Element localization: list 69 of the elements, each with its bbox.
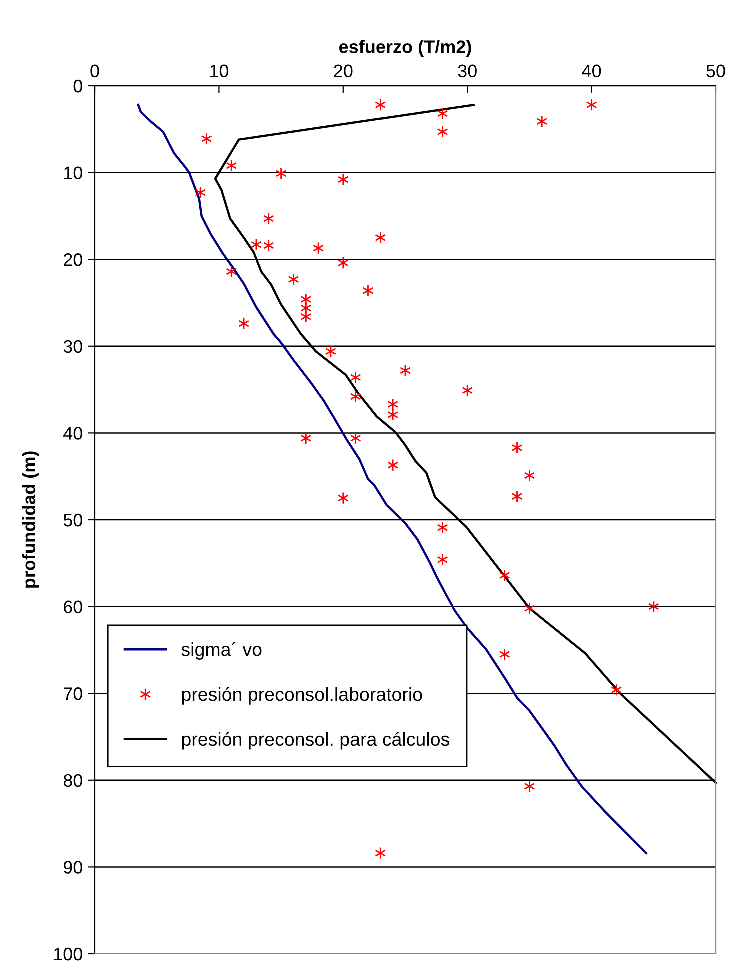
point	[388, 408, 399, 422]
point	[499, 569, 510, 582]
y-tick-label: 100	[54, 948, 82, 961]
point	[375, 98, 386, 112]
line-series	[137, 104, 648, 854]
point	[437, 108, 448, 120]
y-tick-label: 80	[64, 774, 82, 788]
point	[400, 364, 412, 377]
point	[512, 442, 523, 454]
point	[524, 602, 536, 615]
point	[536, 115, 548, 128]
x-tick-label: 30	[458, 64, 477, 78]
point	[263, 212, 274, 226]
point	[226, 160, 238, 172]
point	[362, 284, 374, 298]
point	[524, 780, 536, 793]
point	[499, 648, 510, 661]
y-tick-label: 40	[64, 427, 82, 440]
point	[338, 173, 349, 186]
point	[226, 266, 238, 278]
point	[462, 384, 474, 397]
y-tick-label: 0	[74, 80, 82, 93]
y-tick-label: 50	[64, 514, 82, 527]
point	[350, 390, 362, 403]
x-tick-label: 20	[334, 64, 353, 78]
point	[524, 469, 536, 482]
point	[388, 459, 399, 472]
point	[250, 238, 262, 252]
point	[238, 318, 250, 330]
y-tick-label: 90	[64, 861, 82, 874]
x-axis-title: esfuerzo (T/m2)	[339, 40, 472, 57]
point	[350, 432, 362, 445]
legend-label: sigma´ vo	[182, 642, 262, 660]
point	[195, 186, 206, 200]
y-axis-title: profundidad (m)	[22, 452, 40, 588]
point	[648, 600, 660, 614]
y-tick-label: 10	[64, 166, 82, 180]
point	[611, 684, 622, 696]
point	[388, 398, 399, 411]
point	[313, 242, 324, 255]
point	[375, 847, 386, 860]
legend-label: presión preconsol. para cálculos	[182, 732, 450, 750]
point	[300, 302, 312, 314]
point	[276, 167, 287, 180]
y-tick-label: 20	[64, 254, 82, 266]
point	[350, 371, 362, 384]
point	[437, 126, 448, 138]
point	[375, 232, 386, 244]
point	[201, 132, 212, 146]
point	[300, 432, 312, 445]
y-tick-label: 30	[64, 340, 82, 354]
point	[586, 98, 598, 112]
point	[338, 256, 349, 270]
legend-label: presión preconsol.laboratorio	[182, 687, 422, 705]
x-tick-label: 10	[210, 64, 229, 78]
point	[300, 293, 312, 306]
point	[437, 554, 448, 566]
point	[512, 490, 523, 503]
point	[338, 492, 349, 505]
point	[263, 239, 274, 252]
x-tick-label: 0	[90, 64, 100, 78]
y-tick-label: 70	[64, 688, 82, 700]
point	[288, 273, 300, 286]
x-tick-label: 50	[706, 64, 726, 78]
y-tick-label: 60	[64, 600, 82, 614]
point	[437, 522, 448, 534]
point	[325, 345, 337, 358]
x-tick-label: 40	[582, 64, 602, 78]
point	[300, 310, 312, 324]
